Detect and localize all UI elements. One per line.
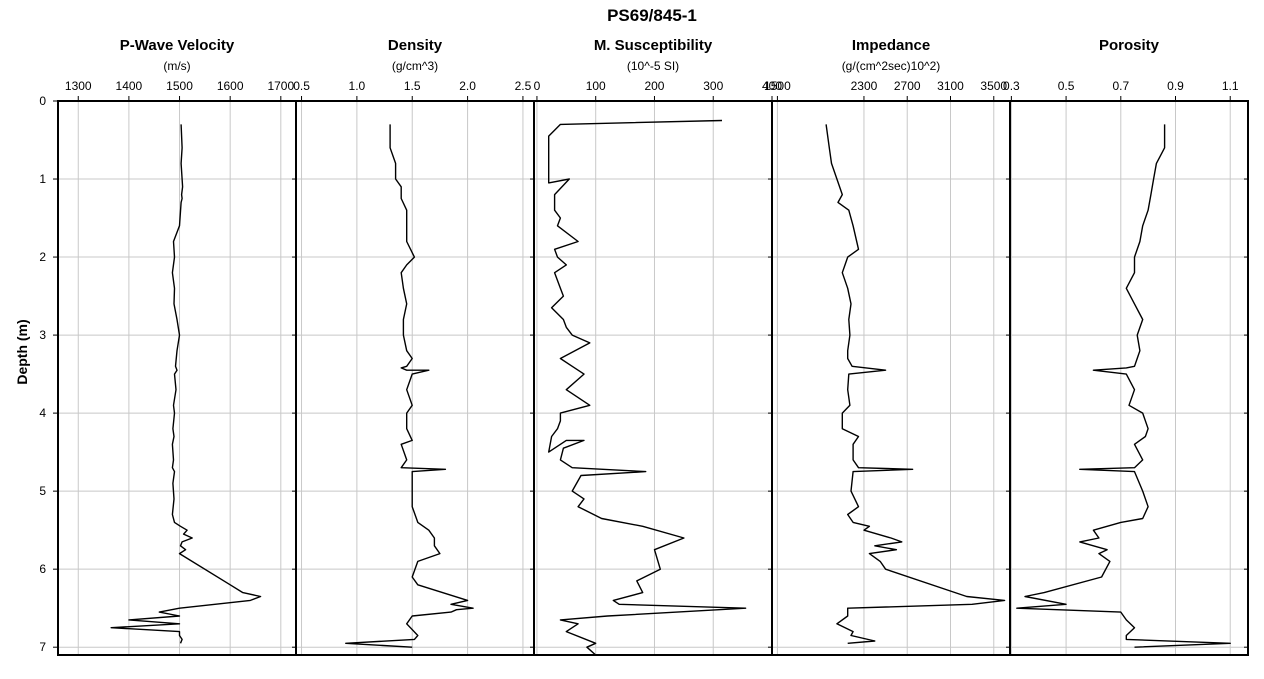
x-tick-label: 1.5 <box>404 79 421 93</box>
panel-title: Density <box>388 37 443 54</box>
depth-tick-label: 2 <box>39 250 46 264</box>
panel-title: P-Wave Velocity <box>120 37 235 54</box>
x-tick-label: 0 <box>534 79 541 93</box>
depth-tick-label: 6 <box>39 562 46 576</box>
x-tick-label: 1700 <box>267 79 294 93</box>
panel-unit: (10^-5 SI) <box>627 59 679 73</box>
log-curve <box>110 124 262 644</box>
panel-title: Impedance <box>852 37 930 54</box>
depth-tick-label: 5 <box>39 484 46 498</box>
log-curve <box>548 119 747 655</box>
x-tick-label: 200 <box>644 79 664 93</box>
panel-2: 0.5 1.0 1.5 2.0 2.5 Density (g/cm^3) <box>293 37 535 656</box>
x-tick-label: 2300 <box>851 79 878 93</box>
x-tick-label: 100 <box>586 79 606 93</box>
x-tick-label: 3500 <box>980 79 1007 93</box>
x-tick-label: 1.1 <box>1222 79 1239 93</box>
panel-frame <box>295 100 535 656</box>
depth-tick-label: 1 <box>39 172 46 186</box>
x-tick-label: 0.5 <box>293 79 310 93</box>
x-tick-label: 1400 <box>116 79 143 93</box>
log-curve <box>345 124 474 648</box>
x-tick-label: 400 <box>762 79 782 93</box>
panel-frame <box>771 100 1011 656</box>
x-tick-label: 2.5 <box>515 79 532 93</box>
panel-unit: (g/cm^3) <box>392 59 438 73</box>
x-tick-label: 0.3 <box>1003 79 1020 93</box>
x-tick-label: 1300 <box>65 79 92 93</box>
log-curve <box>1016 124 1231 648</box>
panel-frame <box>1009 100 1249 656</box>
x-tick-label: 1500 <box>764 79 791 93</box>
x-tick-label: 2700 <box>894 79 921 93</box>
x-tick-label: 1.0 <box>349 79 366 93</box>
x-tick-label: 0.5 <box>1058 79 1075 93</box>
panel-frame <box>533 100 773 656</box>
depth-tick-label: 4 <box>39 406 46 420</box>
panel-1: 1300 1400 1500 1600 1700 P-Wave Velocity (m/s) <box>57 37 297 656</box>
x-tick-label: 0.9 <box>1167 79 1184 93</box>
panel-unit: (m/s) <box>163 59 190 73</box>
panel-frame <box>57 100 297 656</box>
panel-4: 1500 2300 2700 3100 3500 Impedance (g/(cm^2sec… <box>764 37 1011 656</box>
panel-title: Porosity <box>1099 37 1160 54</box>
depth-tick-label: 7 <box>39 640 46 654</box>
x-tick-label: 1600 <box>217 79 244 93</box>
panel-3: 0 100 200 300 400 M. Susceptibility (10^-5 SI) <box>533 37 782 656</box>
panel-unit: (g/(cm^2sec)10^2) <box>842 59 941 73</box>
x-tick-label: 0.7 <box>1112 79 1129 93</box>
log-curve <box>825 124 1006 644</box>
x-tick-label: 2.0 <box>459 79 476 93</box>
x-tick-label: 1500 <box>166 79 193 93</box>
x-tick-label: 3100 <box>937 79 964 93</box>
panel-5: 0.3 0.5 0.7 0.9 1.1 Porosity <box>1003 37 1249 656</box>
panel-title: M. Susceptibility <box>594 37 713 54</box>
x-tick-label: 300 <box>703 79 723 93</box>
depth-axis-label: Depth (m) <box>14 319 30 384</box>
depth-tick-label: 3 <box>39 328 46 342</box>
depth-tick-label: 0 <box>39 94 46 108</box>
chart-title: PS69/845-1 <box>607 6 697 25</box>
